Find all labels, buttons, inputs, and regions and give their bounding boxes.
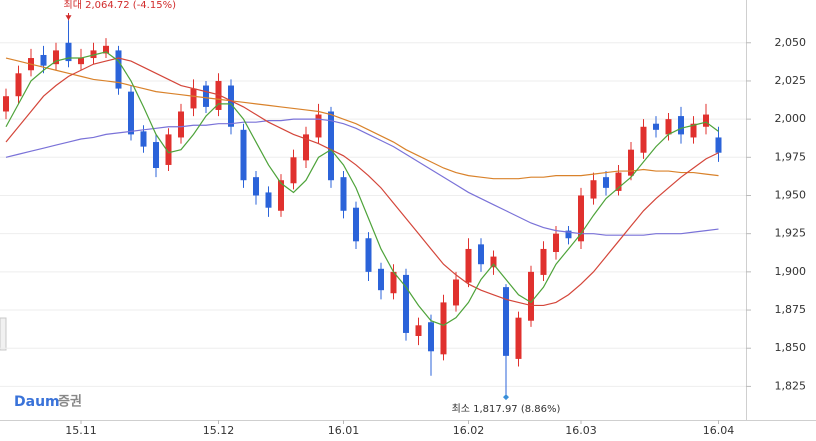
candle-body [715, 137, 722, 153]
moving-average-line [5, 57, 719, 180]
y-tick-label: 2,025 [775, 74, 807, 87]
y-tick-label: 1,850 [775, 341, 807, 354]
candle-body [378, 268, 384, 291]
candle-body [678, 116, 684, 135]
candle-body [3, 96, 9, 112]
candle-body [528, 271, 534, 321]
candle-body [140, 131, 147, 147]
x-tick-label: 15.11 [65, 424, 97, 437]
moving-average-line [5, 57, 719, 307]
candle-body [128, 91, 134, 135]
candle-body [253, 177, 259, 196]
candle-body [340, 177, 347, 211]
y-tick-label: 2,050 [775, 36, 807, 49]
candle-body [578, 195, 584, 242]
candle-body [278, 180, 284, 211]
candle-body [440, 302, 447, 355]
candle-body [503, 287, 509, 356]
candle-body [240, 129, 247, 181]
y-tick-label: 1,950 [775, 188, 807, 201]
candle-body [390, 271, 397, 294]
logo-brand: Daum [14, 394, 60, 410]
candle-body [178, 111, 184, 138]
candle-body [478, 244, 484, 265]
moving-average-line [5, 51, 719, 326]
candle-body [490, 256, 497, 268]
candle-body [465, 248, 472, 283]
candle-body [590, 180, 597, 199]
candle-body [203, 85, 209, 107]
x-tick-label: 16.01 [328, 424, 360, 437]
candle-body [103, 45, 109, 54]
candle-body [190, 88, 197, 109]
candle-body [290, 157, 297, 184]
candle-body [553, 233, 559, 252]
candle-body [628, 149, 634, 176]
moving-average-line [5, 118, 719, 236]
candle-body [78, 58, 84, 65]
candle-body [653, 123, 659, 130]
x-tick-label: 16.02 [453, 424, 485, 437]
x-tick-label: 15.12 [203, 424, 235, 437]
y-tick-label: 1,875 [775, 303, 807, 316]
candle-body [703, 114, 709, 127]
candle-body [315, 114, 322, 138]
logo-service: 증권 [58, 395, 82, 410]
x-tick-label: 16.03 [565, 424, 597, 437]
candle-body [540, 248, 547, 275]
min-annotation: 최소 1,817.97 (8.86%) [452, 403, 561, 415]
x-tick-label: 16.04 [703, 424, 735, 437]
y-tick-label: 2,000 [775, 112, 807, 125]
candle-body [53, 50, 59, 65]
candle-body [153, 142, 159, 168]
max-annotation: 최대 2,064.72 (-4.15%) [64, 0, 177, 11]
candle-body [303, 134, 309, 161]
candle-body [90, 50, 97, 59]
candle-body [453, 279, 459, 306]
candle-body [640, 126, 647, 153]
y-tick-label: 1,975 [775, 150, 807, 163]
candle-body [365, 238, 372, 272]
y-tick-label: 1,900 [775, 265, 807, 278]
candle-body [515, 317, 522, 359]
candle-body [415, 325, 422, 336]
min-marker [503, 394, 509, 401]
candle-body [328, 111, 334, 181]
y-tick-label: 1,825 [775, 379, 807, 392]
candle-body [603, 177, 609, 188]
candle-body [353, 207, 359, 242]
candle-body [65, 42, 72, 62]
candle-body [15, 73, 22, 97]
candle-body [215, 80, 222, 110]
candle-body [428, 322, 434, 352]
candle-body [565, 230, 572, 239]
candle-body [690, 123, 697, 138]
candle-body [40, 54, 47, 66]
candle-body [115, 50, 122, 89]
candle-body [665, 119, 672, 135]
candle-body [228, 85, 234, 127]
candle-body [403, 274, 409, 333]
scroll-handle[interactable] [0, 317, 7, 351]
max-marker [65, 15, 72, 21]
candle-body [615, 172, 622, 191]
candle-body [165, 134, 172, 165]
y-tick-label: 1,925 [775, 227, 807, 240]
candle-body [265, 192, 272, 208]
